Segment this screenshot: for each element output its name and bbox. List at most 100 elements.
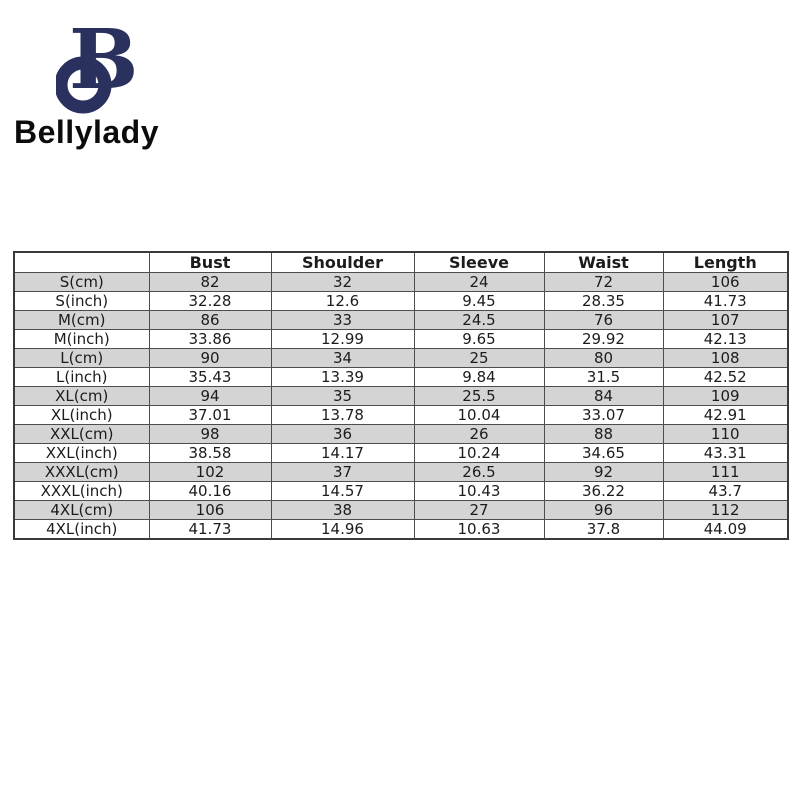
table-row: XXXL(cm) 102 37 26.5 92 111 bbox=[13, 462, 789, 482]
table-cell: 32 bbox=[270, 272, 415, 292]
table-cell: 10.43 bbox=[413, 481, 545, 501]
table-cell: 13.39 bbox=[270, 367, 415, 387]
table-cell: 109 bbox=[662, 386, 789, 406]
table-cell: 42.52 bbox=[662, 367, 789, 387]
row-label: XXL(cm) bbox=[13, 424, 150, 444]
table-cell: 42.91 bbox=[662, 405, 789, 425]
table-cell: 90 bbox=[148, 348, 272, 368]
table-row: M(inch) 33.86 12.99 9.65 29.92 42.13 bbox=[13, 329, 789, 349]
row-label: XXL(inch) bbox=[13, 443, 150, 463]
table-cell: 98 bbox=[148, 424, 272, 444]
table-cell: 43.7 bbox=[662, 481, 789, 501]
table-cell: 44.09 bbox=[662, 519, 789, 540]
row-label: XXXL(cm) bbox=[13, 462, 150, 482]
table-cell: 40.16 bbox=[148, 481, 272, 501]
table-cell: 14.17 bbox=[270, 443, 415, 463]
table-cell: 37 bbox=[270, 462, 415, 482]
table-row: 4XL(inch) 41.73 14.96 10.63 37.8 44.09 bbox=[13, 519, 789, 540]
table-cell: 9.45 bbox=[413, 291, 545, 311]
table-cell: 82 bbox=[148, 272, 272, 292]
table-cell: 13.78 bbox=[270, 405, 415, 425]
row-label: M(inch) bbox=[13, 329, 150, 349]
table-row: L(inch) 35.43 13.39 9.84 31.5 42.52 bbox=[13, 367, 789, 387]
table-row: XL(cm) 94 35 25.5 84 109 bbox=[13, 386, 789, 406]
table-cell: 25 bbox=[413, 348, 545, 368]
table-cell: 33.07 bbox=[543, 405, 664, 425]
table-cell: 36.22 bbox=[543, 481, 664, 501]
row-label: S(cm) bbox=[13, 272, 150, 292]
table-cell: 10.63 bbox=[413, 519, 545, 540]
brand-wordmark: Bellylady bbox=[14, 114, 160, 150]
row-label: L(cm) bbox=[13, 348, 150, 368]
row-label: XL(inch) bbox=[13, 405, 150, 425]
table-cell: 41.73 bbox=[662, 291, 789, 311]
table-cell: 33 bbox=[270, 310, 415, 330]
table-cell: 41.73 bbox=[148, 519, 272, 540]
size-chart-header-row: Bust Shoulder Sleeve Waist Length bbox=[13, 251, 789, 273]
table-cell: 43.31 bbox=[662, 443, 789, 463]
table-row: S(inch) 32.28 12.6 9.45 28.35 41.73 bbox=[13, 291, 789, 311]
row-label: 4XL(cm) bbox=[13, 500, 150, 520]
table-cell: 76 bbox=[543, 310, 664, 330]
table-cell: 38 bbox=[270, 500, 415, 520]
row-label: XXXL(inch) bbox=[13, 481, 150, 501]
table-cell: 31.5 bbox=[543, 367, 664, 387]
table-row: S(cm) 82 32 24 72 106 bbox=[13, 272, 789, 292]
table-cell: 72 bbox=[543, 272, 664, 292]
column-header: Sleeve bbox=[413, 251, 545, 273]
row-label: XL(cm) bbox=[13, 386, 150, 406]
bellylady-logo-icon: B bbox=[56, 24, 138, 114]
table-row: XXL(inch) 38.58 14.17 10.24 34.65 43.31 bbox=[13, 443, 789, 463]
table-cell: 107 bbox=[662, 310, 789, 330]
table-cell: 12.6 bbox=[270, 291, 415, 311]
table-row: 4XL(cm) 106 38 27 96 112 bbox=[13, 500, 789, 520]
table-cell: 106 bbox=[148, 500, 272, 520]
table-cell: 25.5 bbox=[413, 386, 545, 406]
table-cell: 111 bbox=[662, 462, 789, 482]
column-header: Waist bbox=[543, 251, 664, 273]
table-cell: 32.28 bbox=[148, 291, 272, 311]
table-cell: 110 bbox=[662, 424, 789, 444]
table-cell: 9.65 bbox=[413, 329, 545, 349]
column-header: Bust bbox=[148, 251, 272, 273]
table-cell: 94 bbox=[148, 386, 272, 406]
size-chart-body: S(cm) 82 32 24 72 106 S(inch) 32.28 12.6 9.45 28.3… bbox=[13, 272, 789, 540]
table-cell: 108 bbox=[662, 348, 789, 368]
table-cell: 34 bbox=[270, 348, 415, 368]
table-cell: 26 bbox=[413, 424, 545, 444]
table-cell: 28.35 bbox=[543, 291, 664, 311]
table-cell: 37.01 bbox=[148, 405, 272, 425]
table-cell: 26.5 bbox=[413, 462, 545, 482]
table-cell: 35 bbox=[270, 386, 415, 406]
table-cell: 33.86 bbox=[148, 329, 272, 349]
table-cell: 36 bbox=[270, 424, 415, 444]
table-row: L(cm) 90 34 25 80 108 bbox=[13, 348, 789, 368]
logo-letter-b: B bbox=[69, 24, 138, 108]
table-cell: 84 bbox=[543, 386, 664, 406]
table-cell: 10.24 bbox=[413, 443, 545, 463]
table-row: XXL(cm) 98 36 26 88 110 bbox=[13, 424, 789, 444]
column-header: Length bbox=[662, 251, 789, 273]
table-cell: 38.58 bbox=[148, 443, 272, 463]
table-cell: 9.84 bbox=[413, 367, 545, 387]
table-cell: 86 bbox=[148, 310, 272, 330]
table-row: XXXL(inch) 40.16 14.57 10.43 36.22 43.7 bbox=[13, 481, 789, 501]
table-cell: 10.04 bbox=[413, 405, 545, 425]
table-cell: 42.13 bbox=[662, 329, 789, 349]
table-cell: 112 bbox=[662, 500, 789, 520]
table-cell: 35.43 bbox=[148, 367, 272, 387]
table-row: M(cm) 86 33 24.5 76 107 bbox=[13, 310, 789, 330]
table-cell: 24.5 bbox=[413, 310, 545, 330]
column-header: Shoulder bbox=[270, 251, 415, 273]
table-cell: 106 bbox=[662, 272, 789, 292]
table-row: XL(inch) 37.01 13.78 10.04 33.07 42.91 bbox=[13, 405, 789, 425]
table-cell: 14.96 bbox=[270, 519, 415, 540]
table-cell: 27 bbox=[413, 500, 545, 520]
table-cell: 37.8 bbox=[543, 519, 664, 540]
table-cell: 29.92 bbox=[543, 329, 664, 349]
table-cell: 92 bbox=[543, 462, 664, 482]
table-cell: 102 bbox=[148, 462, 272, 482]
row-label: 4XL(inch) bbox=[13, 519, 150, 540]
logo-ring-o bbox=[56, 56, 112, 114]
